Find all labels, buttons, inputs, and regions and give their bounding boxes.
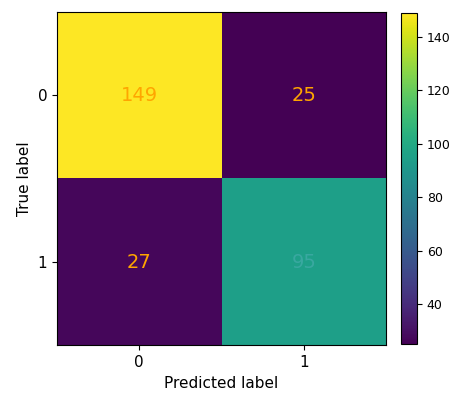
Text: 27: 27: [127, 252, 152, 272]
Text: 149: 149: [120, 86, 158, 105]
Text: 95: 95: [292, 252, 316, 272]
Y-axis label: True label: True label: [17, 141, 32, 216]
X-axis label: Predicted label: Predicted label: [164, 376, 279, 391]
Text: 25: 25: [292, 86, 316, 105]
